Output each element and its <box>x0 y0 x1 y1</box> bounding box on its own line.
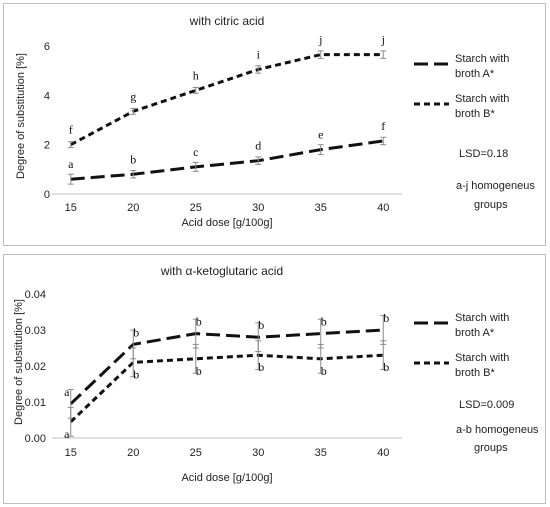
group-label: e <box>318 128 323 142</box>
lsd-annotation: LSD=0.18 <box>459 148 508 160</box>
series-line-broth-b <box>69 353 384 423</box>
y-tick-label: 2 <box>44 140 50 152</box>
group-label: b <box>383 360 389 374</box>
x-axis-label: Acid dose [g/100g] <box>181 472 272 484</box>
citric-acid-chart: with citric acid Degree of substitution [… <box>15 14 535 229</box>
group-label: f <box>69 123 73 137</box>
group-label: i <box>257 47 261 61</box>
group-label: b <box>130 152 136 166</box>
x-tick-label: 20 <box>127 447 139 459</box>
legend-label-broth-b: Starch with broth B* <box>455 352 509 379</box>
group-label: j <box>318 33 322 47</box>
series-line-broth-a <box>69 328 384 405</box>
y-tick-label: 0.04 <box>25 289 46 301</box>
y-tick-label: 0.00 <box>25 433 46 445</box>
x-tick-label: 15 <box>65 202 77 214</box>
legend-label-broth-b: Starch with broth B* <box>455 93 509 120</box>
group-label: b <box>258 318 264 332</box>
y-axis-label: Degree of substitution [%] <box>15 53 27 179</box>
homogeneous-groups-annotation: a-j homogeneus <box>456 180 535 192</box>
lsd-annotation: LSD=0.009 <box>459 399 514 411</box>
y-tick-label: 4 <box>44 90 50 102</box>
x-tick-label: 40 <box>377 447 389 459</box>
y-axis-label: Degree of substitution [%] <box>13 299 25 425</box>
legend-label-broth-a: Starch with broth A* <box>455 312 509 339</box>
homogeneous-groups-annotation-line2: groups <box>474 199 508 211</box>
group-label: b <box>196 364 202 378</box>
group-label: b <box>383 311 389 325</box>
group-label: d <box>255 139 261 153</box>
chart-title: with citric acid <box>189 14 265 28</box>
x-tick-label: 35 <box>315 202 327 214</box>
series-line-broth-a <box>70 139 384 181</box>
group-label: g <box>130 89 136 103</box>
y-tick-label: 0 <box>44 189 50 201</box>
group-label: a <box>68 157 74 171</box>
x-tick-label: 35 <box>315 447 327 459</box>
group-label: b <box>196 315 202 329</box>
chart-title: with α-ketoglutaric acid <box>160 264 283 278</box>
x-tick-label: 30 <box>252 447 264 459</box>
group-label: h <box>193 68 199 82</box>
ketoglutaric-acid-chart: with α-ketoglutaric acid Degree of substi… <box>13 264 539 484</box>
x-axis-label: Acid dose [g/100g] <box>181 217 272 229</box>
y-tick-label: 0.03 <box>25 325 46 337</box>
group-label: a <box>64 385 70 399</box>
x-tick-label: 15 <box>65 447 77 459</box>
group-label: j <box>381 33 385 47</box>
series-line-broth-b <box>70 53 384 146</box>
x-tick-label: 25 <box>190 202 202 214</box>
group-label: f <box>381 119 385 133</box>
x-tick-label: 40 <box>377 202 389 214</box>
x-tick-label: 20 <box>127 202 139 214</box>
x-tick-label: 30 <box>252 202 264 214</box>
group-label: c <box>193 145 198 159</box>
y-tick-label: 0.02 <box>25 361 46 373</box>
homogeneous-groups-annotation: a-b homogeneus <box>456 424 539 436</box>
chart-panel-citric-acid: with citric acid Degree of substitution [… <box>3 3 546 246</box>
group-label: b <box>133 367 139 381</box>
homogeneous-groups-annotation-line2: groups <box>474 442 508 454</box>
x-tick-label: 25 <box>190 447 202 459</box>
group-label: b <box>258 360 264 374</box>
group-label: b <box>133 325 139 339</box>
y-tick-label: 6 <box>44 41 50 53</box>
group-label: a <box>64 427 70 441</box>
group-label: b <box>321 364 327 378</box>
legend-label-broth-a: Starch with broth A* <box>455 53 509 80</box>
chart-panel-ketoglutaric-acid: with α-ketoglutaric acid Degree of substi… <box>3 254 546 504</box>
y-tick-label: 0.01 <box>25 397 46 409</box>
group-label: b <box>321 315 327 329</box>
